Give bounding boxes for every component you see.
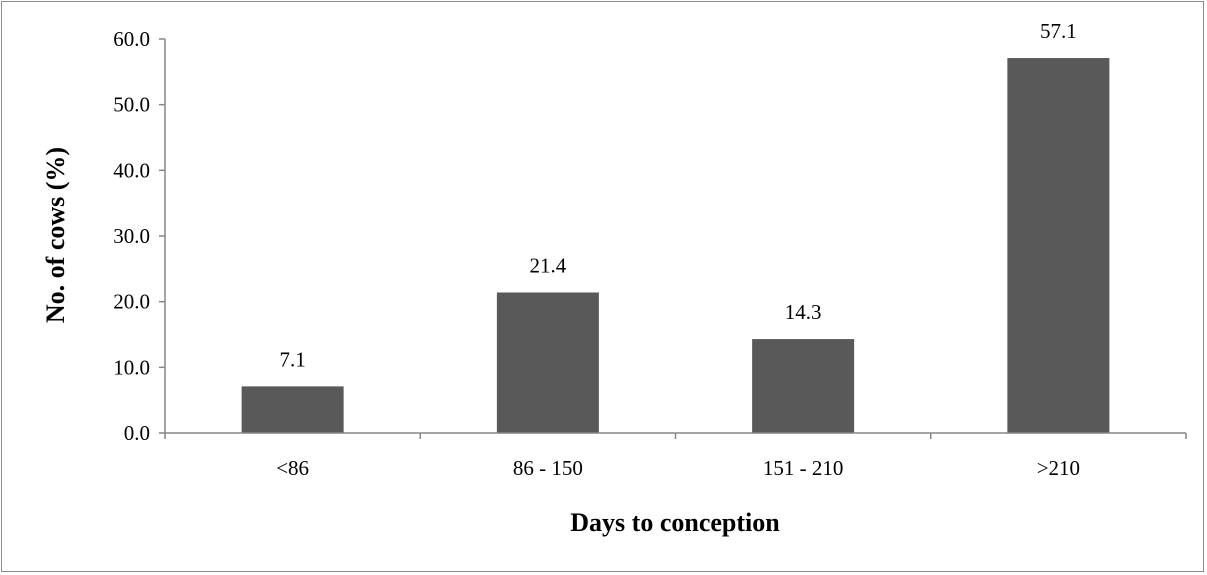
data-label: 57.1 bbox=[1040, 19, 1077, 43]
x-tick-label: 86 - 150 bbox=[513, 456, 583, 480]
bar bbox=[752, 339, 855, 433]
y-axis-ticks: 0.0 10.0 20.0 30.0 40.0 50.0 60.0 bbox=[113, 27, 165, 445]
y-tick-label: 10.0 bbox=[113, 355, 150, 379]
y-tick-label: 60.0 bbox=[113, 27, 150, 51]
x-tick-label: >210 bbox=[1037, 456, 1080, 480]
x-tick-label: <86 bbox=[276, 456, 309, 480]
data-label: 21.4 bbox=[530, 253, 567, 277]
y-axis-title: No. of cows (%) bbox=[41, 147, 70, 323]
y-tick-label: 50.0 bbox=[113, 93, 150, 117]
data-label: 14.3 bbox=[785, 300, 822, 324]
x-axis-ticks: <86 86 - 150 151 - 210 >210 bbox=[164, 433, 1187, 480]
data-labels: 7.1 21.4 14.3 57.1 bbox=[280, 19, 1077, 371]
bar bbox=[241, 386, 344, 433]
y-tick-label: 30.0 bbox=[113, 224, 150, 248]
data-label: 7.1 bbox=[280, 347, 306, 371]
y-tick-label: 20.0 bbox=[113, 290, 150, 314]
x-tick-label: 151 - 210 bbox=[763, 456, 844, 480]
bar bbox=[1007, 58, 1110, 433]
bars bbox=[241, 58, 1110, 433]
bar bbox=[496, 292, 599, 433]
x-axis-title: Days to conception bbox=[570, 508, 780, 537]
y-tick-label: 0.0 bbox=[124, 421, 150, 445]
y-tick-label: 40.0 bbox=[113, 158, 150, 182]
